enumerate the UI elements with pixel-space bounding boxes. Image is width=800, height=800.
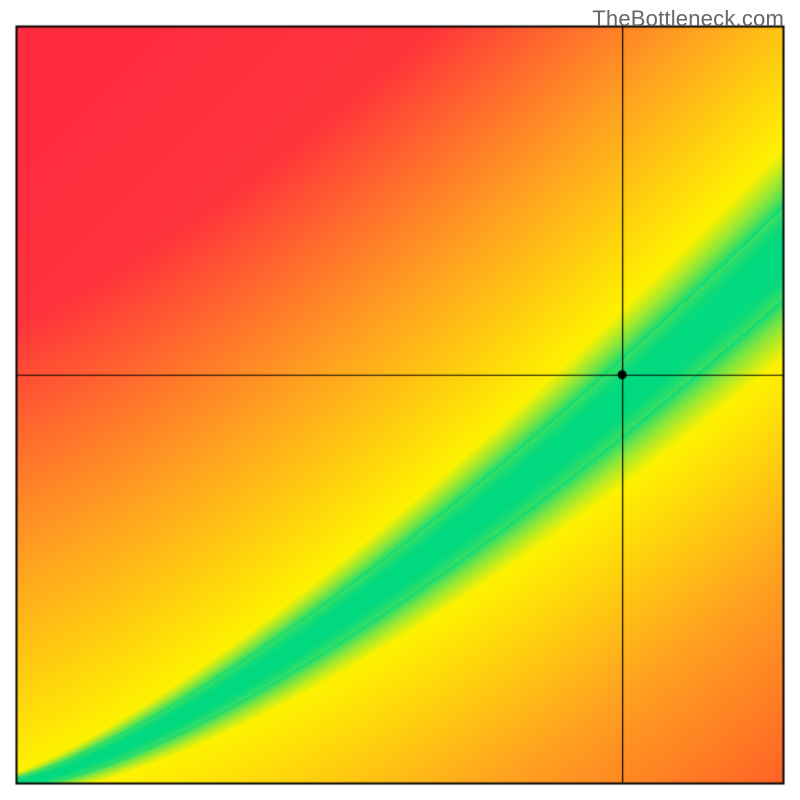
watermark-label: TheBottleneck.com	[592, 6, 784, 32]
bottleneck-heatmap: TheBottleneck.com	[0, 0, 800, 800]
heatmap-canvas	[0, 0, 800, 800]
